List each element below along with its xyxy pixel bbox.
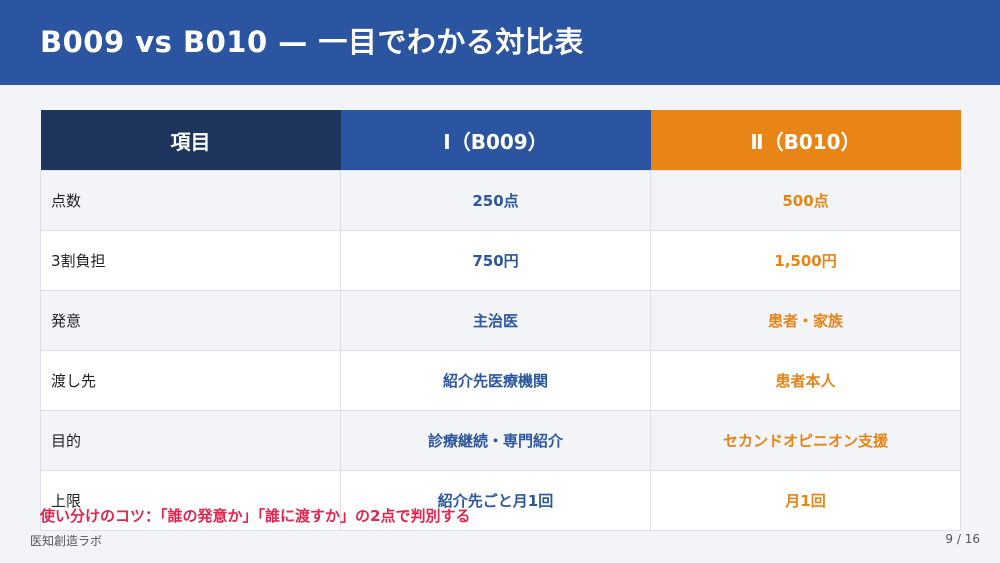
column-header-b009: Ⅰ（B009） <box>340 110 651 171</box>
row-label: 3割負担 <box>40 230 341 291</box>
row-label: 上限 <box>40 470 341 531</box>
b010-value: 500点 <box>650 170 961 231</box>
row-label: 渡し先 <box>40 350 341 411</box>
usage-tip: 使い分けのコツ：「誰の発意か」「誰に渡すか」の2点で判別する <box>40 507 471 525</box>
row-label: 発意 <box>40 290 341 351</box>
row-label: 目的 <box>40 410 341 471</box>
column-header-item: 項目 <box>40 110 341 171</box>
comparison-table: 項目 Ⅰ（B009） Ⅱ（B010） 点数 250点 500点 3割負担 750… <box>40 110 961 531</box>
footer-org: 医知創造ラボ <box>30 534 103 548</box>
table-header-row: 項目 Ⅰ（B009） Ⅱ（B010） <box>40 110 961 171</box>
table-row: 渡し先 紹介先医療機関 患者本人 <box>40 350 961 411</box>
column-header-b010: Ⅱ（B010） <box>650 110 961 171</box>
b009-value: 紹介先医療機関 <box>340 350 651 411</box>
b009-value: 750円 <box>340 230 651 291</box>
b010-value: 患者本人 <box>650 350 961 411</box>
page-number: 9 / 16 <box>945 532 980 546</box>
table-row: 点数 250点 500点 <box>40 170 961 231</box>
table-row: 3割負担 750円 1,500円 <box>40 230 961 291</box>
b010-value: 月1回 <box>650 470 961 531</box>
b010-value: 1,500円 <box>650 230 961 291</box>
slide-header: B009 vs B010 — 一目でわかる対比表 <box>0 0 1000 85</box>
table-row: 目的 診療継続・専門紹介 セカンドオピニオン支援 <box>40 410 961 471</box>
b010-value: セカンドオピニオン支援 <box>650 410 961 471</box>
b010-value: 患者・家族 <box>650 290 961 351</box>
table-row: 発意 主治医 患者・家族 <box>40 290 961 351</box>
table-row: 上限 紹介先ごと月1回 月1回 <box>40 470 961 531</box>
b009-value: 250点 <box>340 170 651 231</box>
row-label: 点数 <box>40 170 341 231</box>
b009-value: 診療継続・専門紹介 <box>340 410 651 471</box>
b009-value: 主治医 <box>340 290 651 351</box>
slide-title: B009 vs B010 — 一目でわかる対比表 <box>40 25 584 59</box>
